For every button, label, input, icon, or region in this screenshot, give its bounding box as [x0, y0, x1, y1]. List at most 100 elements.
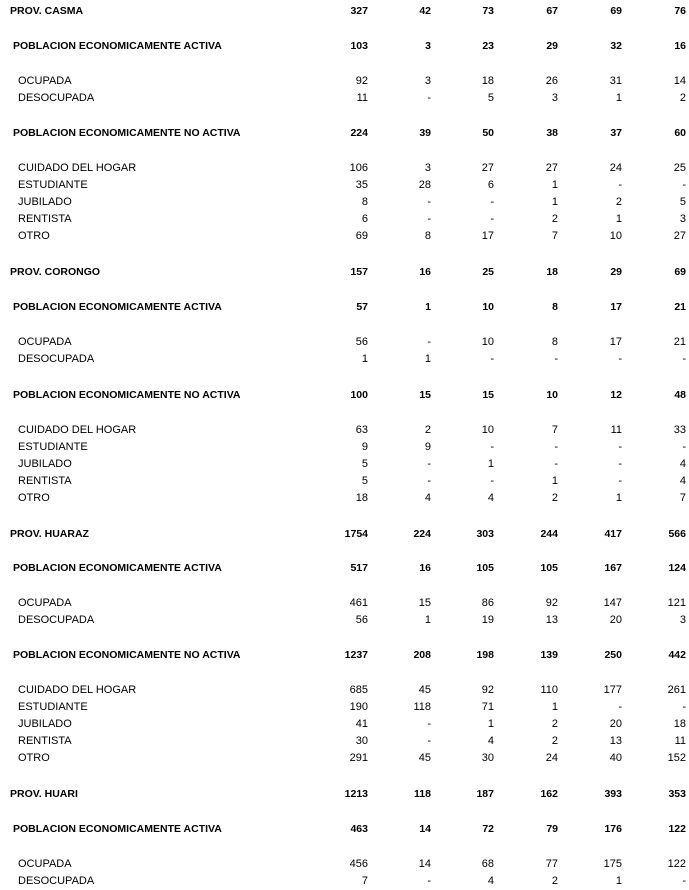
group-row: POBLACION ECONOMICAMENTE ACTIVA 103 3 23 29 3…	[0, 39, 689, 53]
value-cell: 77	[545, 858, 558, 870]
value-cell: 303	[476, 528, 494, 540]
value-cell: 463	[350, 823, 368, 835]
row-label: POBLACION ECONOMICAMENTE ACTIVA	[13, 562, 222, 574]
row-label: OTRO	[18, 492, 50, 504]
row-label: RENTISTA	[18, 735, 72, 747]
value-cell: 28	[418, 179, 431, 191]
value-cell: 9	[361, 441, 368, 453]
value-cell: 353	[668, 788, 686, 800]
value-cell: 39	[419, 127, 431, 139]
value-cell: 30	[481, 752, 494, 764]
value-cell: -	[554, 353, 558, 365]
value-cell: 15	[418, 597, 431, 609]
row-label: ESTUDIANTE	[18, 701, 88, 713]
item-row: ESTUDIANTE 9 9 - - - -	[0, 440, 689, 454]
value-cell: 103	[350, 40, 368, 52]
value-cell: 18	[481, 75, 494, 87]
value-cell: 124	[668, 562, 686, 574]
value-cell: 198	[476, 649, 494, 661]
value-cell: 2	[551, 718, 558, 730]
value-cell: -	[427, 718, 431, 730]
value-cell: 21	[674, 301, 686, 313]
value-cell: 1754	[344, 528, 368, 540]
value-cell: 40	[609, 752, 622, 764]
group-row: POBLACION ECONOMICAMENTE ACTIVA 57 1 10 8 17 2…	[0, 300, 689, 314]
value-cell: 18	[546, 266, 558, 278]
value-cell: 15	[419, 389, 431, 401]
province-row: PROV. HUARI 1213 118 187 162 393 353	[0, 787, 689, 801]
group-row: POBLACION ECONOMICAMENTE ACTIVA 517 16 105 1…	[0, 561, 689, 575]
value-cell: 23	[482, 40, 494, 52]
item-row: JUBILADO 5 - 1 - - 4	[0, 457, 689, 471]
value-cell: 24	[545, 752, 558, 764]
value-cell: 122	[667, 858, 686, 870]
value-cell: 57	[356, 301, 368, 313]
value-cell: 110	[540, 684, 558, 696]
value-cell: 147	[603, 597, 622, 609]
value-cell: 42	[419, 5, 431, 17]
row-label: PROV. CASMA	[10, 5, 84, 17]
value-cell: 9	[424, 441, 431, 453]
item-row: OTRO 18 4 4 2 1 7	[0, 491, 689, 505]
value-cell: 7	[679, 492, 686, 504]
row-label: PROV. HUARAZ	[10, 528, 89, 540]
value-cell: 1213	[344, 788, 368, 800]
value-cell: 16	[674, 40, 686, 52]
row-label: DESOCUPADA	[18, 875, 95, 887]
value-cell: 162	[540, 788, 558, 800]
item-row: RENTISTA 5 - - 1 - 4	[0, 474, 689, 488]
value-cell: 175	[603, 858, 622, 870]
value-cell: 1	[615, 875, 622, 887]
item-row: RENTISTA 30 - 4 2 13 11	[0, 734, 689, 748]
value-cell: 4	[487, 492, 494, 504]
value-cell: 56	[355, 336, 368, 348]
value-cell: 327	[350, 5, 368, 17]
value-cell: 1	[487, 718, 494, 730]
value-cell: 1	[615, 92, 622, 104]
value-cell: 26	[545, 75, 558, 87]
value-cell: 14	[419, 823, 431, 835]
value-cell: 118	[413, 701, 431, 713]
value-cell: 29	[546, 40, 558, 52]
value-cell: 24	[609, 162, 622, 174]
row-label: DESOCUPADA	[18, 353, 95, 365]
value-cell: 13	[545, 614, 558, 626]
value-cell: 2	[551, 875, 558, 887]
value-cell: -	[427, 92, 431, 104]
value-cell: 1	[615, 213, 622, 225]
value-cell: 72	[482, 823, 494, 835]
value-cell: 176	[604, 823, 622, 835]
item-row: OCUPADA 456 14 68 77 175 122	[0, 857, 689, 871]
row-label: PROV. HUARI	[10, 788, 78, 800]
value-cell: 50	[482, 127, 494, 139]
value-cell: -	[427, 213, 431, 225]
value-cell: 18	[355, 492, 368, 504]
value-cell: 71	[481, 701, 494, 713]
value-cell: 48	[674, 389, 686, 401]
value-cell: -	[682, 179, 686, 191]
value-cell: -	[554, 458, 558, 470]
value-cell: 1	[361, 353, 368, 365]
value-cell: 1	[551, 196, 558, 208]
row-label: OCUPADA	[18, 336, 72, 348]
value-cell: 8	[424, 230, 431, 242]
value-cell: 69	[610, 5, 622, 17]
value-cell: 4	[679, 475, 686, 487]
value-cell: 152	[667, 752, 686, 764]
item-row: DESOCUPADA 7 - 4 2 1 -	[0, 874, 689, 888]
value-cell: -	[618, 475, 622, 487]
row-label: CUIDADO DEL HOGAR	[18, 424, 137, 436]
value-cell: 4	[424, 492, 431, 504]
value-cell: -	[490, 353, 494, 365]
value-cell: 25	[673, 162, 686, 174]
value-cell: 6	[487, 179, 494, 191]
value-cell: 118	[414, 788, 431, 800]
value-cell: 63	[355, 424, 368, 436]
value-cell: 2	[679, 92, 686, 104]
value-cell: 92	[355, 75, 368, 87]
value-cell: 3	[424, 75, 431, 87]
item-row: OTRO 69 8 17 7 10 27	[0, 229, 689, 243]
value-cell: 106	[349, 162, 368, 174]
value-cell: 17	[609, 336, 622, 348]
group-row: POBLACION ECONOMICAMENTE NO ACTIVA 1237 20…	[0, 648, 689, 662]
